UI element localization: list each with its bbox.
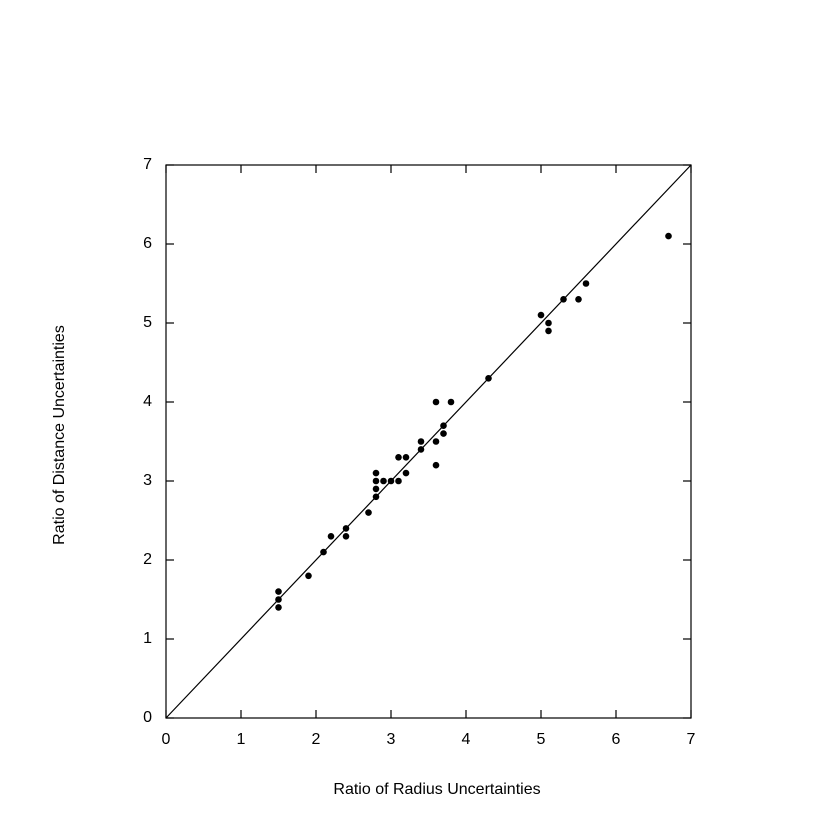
y-tick-label: 6 <box>143 235 152 252</box>
y-tick-label: 3 <box>143 472 152 489</box>
point <box>447 398 455 406</box>
x-tick-label: 7 <box>687 731 696 748</box>
point <box>275 604 282 611</box>
point <box>432 438 440 445</box>
point <box>387 477 395 485</box>
point <box>327 533 335 540</box>
x-tick-label: 1 <box>237 731 246 748</box>
identity-line <box>165 164 692 719</box>
x-tick-label: 0 <box>162 731 171 748</box>
point <box>432 398 440 406</box>
point <box>440 422 447 430</box>
point <box>485 375 492 382</box>
x-tick-label: 3 <box>387 731 396 748</box>
y-tick-label: 4 <box>143 393 152 410</box>
point <box>537 311 545 319</box>
y-tick-label: 5 <box>143 314 152 331</box>
y-tick-label: 7 <box>143 156 152 173</box>
point <box>582 280 590 287</box>
point <box>275 588 282 595</box>
point <box>372 485 380 493</box>
point <box>365 509 372 516</box>
point <box>417 438 425 445</box>
point <box>545 319 552 327</box>
x-tick-label: 5 <box>537 731 546 748</box>
point <box>560 296 567 303</box>
point <box>402 469 410 477</box>
point <box>440 430 447 437</box>
x-axis-label: Ratio of Radius Uncertainties <box>333 781 540 798</box>
y-tick-label: 1 <box>143 630 152 647</box>
point <box>665 232 672 240</box>
point <box>395 477 402 485</box>
point <box>275 596 282 603</box>
point <box>372 469 380 477</box>
point <box>432 461 440 469</box>
point <box>372 493 380 501</box>
point <box>380 477 387 485</box>
point <box>575 296 582 303</box>
point <box>320 548 327 556</box>
point <box>342 533 350 540</box>
y-axis-label: Ratio of Distance Uncertainties <box>51 325 68 545</box>
plot-frame <box>165 164 692 719</box>
point <box>395 454 402 461</box>
x-tick-label: 4 <box>462 731 471 748</box>
point <box>372 477 380 485</box>
y-tick-label: 2 <box>143 551 152 568</box>
point <box>342 525 350 532</box>
x-tick-label: 2 <box>312 731 321 748</box>
x-tick-label: 6 <box>612 731 621 748</box>
point <box>417 446 425 453</box>
point <box>305 572 312 580</box>
point <box>545 327 552 335</box>
point <box>402 454 410 461</box>
y-tick-label: 0 <box>143 709 152 726</box>
